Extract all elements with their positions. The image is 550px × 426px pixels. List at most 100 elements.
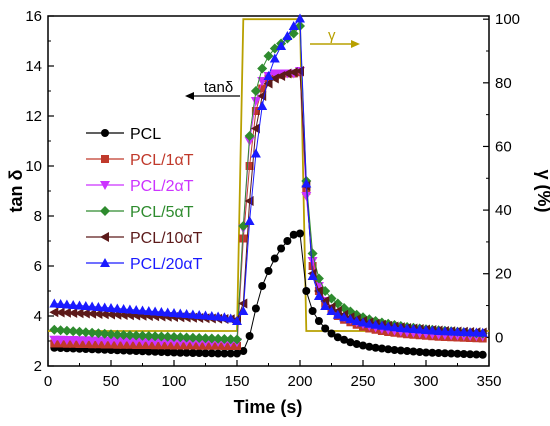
series-3	[49, 21, 488, 345]
x-tick-label: 300	[413, 373, 438, 390]
data-point	[124, 304, 135, 314]
data-point	[371, 343, 380, 352]
data-point	[233, 349, 241, 358]
series-line	[54, 70, 483, 343]
data-point	[187, 309, 198, 319]
data-point	[477, 327, 488, 337]
data-point	[409, 347, 418, 356]
data-point	[258, 282, 267, 290]
data-point	[55, 299, 66, 308]
data-point	[49, 307, 59, 318]
data-point	[194, 310, 205, 319]
data-point	[99, 328, 110, 339]
data-point	[213, 333, 224, 344]
data-point	[339, 312, 350, 322]
data-point	[301, 192, 312, 201]
legend-entry: PCL/10αT	[86, 230, 203, 247]
y-right-tick-label: 20	[495, 266, 512, 283]
data-point	[170, 348, 178, 357]
data-point	[428, 348, 437, 357]
y-left-tick-label: 4	[34, 308, 42, 325]
legend-marker	[100, 206, 110, 216]
data-point	[239, 234, 248, 243]
data-point	[201, 349, 210, 358]
data-point	[225, 313, 236, 323]
data-point	[80, 301, 91, 310]
annotations: tanδ γ	[185, 27, 360, 100]
data-point	[68, 326, 79, 337]
data-point	[49, 324, 60, 335]
y-left-tick-label: 8	[34, 208, 42, 225]
legend-marker	[101, 129, 109, 137]
data-point	[257, 63, 268, 74]
data-point	[446, 326, 457, 336]
data-point	[307, 271, 318, 280]
series-gamma	[48, 18, 489, 332]
data-point	[308, 307, 317, 315]
data-point	[332, 309, 343, 319]
data-point	[214, 349, 223, 358]
data-point	[232, 316, 242, 325]
data-point	[245, 332, 254, 340]
series-line	[54, 17, 483, 334]
data-point	[131, 305, 142, 314]
y-left-tick-label: 10	[25, 158, 42, 175]
data-point	[434, 349, 443, 357]
y-axis-right-title: γ (%)	[534, 169, 550, 212]
data-point	[118, 337, 129, 346]
x-tick-label: 0	[44, 373, 52, 390]
data-point	[403, 347, 412, 355]
data-point	[175, 308, 186, 318]
data-point	[478, 350, 487, 359]
data-point	[269, 69, 280, 79]
data-point	[61, 325, 72, 336]
data-point	[206, 333, 217, 344]
data-point	[187, 332, 198, 343]
data-point	[321, 324, 330, 333]
data-point	[169, 308, 179, 317]
y-right-tick-label: 0	[495, 329, 503, 346]
data-point	[112, 303, 123, 313]
data-point	[80, 327, 91, 338]
data-point	[453, 349, 462, 358]
data-point	[162, 331, 173, 342]
data-point	[313, 286, 323, 296]
data-point	[402, 323, 413, 333]
data-point	[87, 301, 98, 311]
data-point	[352, 340, 361, 348]
data-point	[269, 53, 280, 63]
data-point	[307, 248, 318, 259]
data-point	[447, 349, 456, 358]
x-tick-label: 100	[161, 373, 186, 390]
data-point	[250, 86, 261, 96]
legend: PCL PCL/1αT PCL/2αT PCL/5αT PCL/10αT PCL/20αT	[86, 126, 203, 273]
data-point	[118, 330, 129, 340]
data-point	[408, 324, 419, 333]
legend-marker	[100, 181, 110, 190]
x-axis-title: Time (s)	[234, 397, 303, 417]
data-point	[200, 310, 211, 320]
legend-label: PCL/2αT	[130, 178, 194, 195]
data-point	[383, 321, 394, 331]
x-axis: 0 50 100 150 200 250 300 350	[44, 360, 502, 390]
data-point	[359, 341, 367, 350]
data-point	[238, 306, 249, 315]
data-point	[288, 28, 299, 39]
data-point	[49, 335, 60, 345]
data-point	[137, 337, 148, 347]
x-tick-label: 50	[103, 373, 120, 390]
x-tick-label: 350	[476, 373, 501, 390]
data-point	[151, 347, 160, 356]
data-point	[175, 332, 186, 343]
data-point	[320, 296, 330, 306]
data-point	[244, 131, 255, 141]
data-point	[307, 257, 318, 266]
data-point	[439, 326, 450, 336]
data-point	[471, 327, 482, 337]
tan-delta-annotation: tanδ	[204, 79, 233, 96]
data-point	[156, 331, 167, 342]
data-point	[258, 84, 267, 93]
data-point	[395, 323, 406, 332]
y-left-tick-label: 16	[25, 8, 42, 25]
